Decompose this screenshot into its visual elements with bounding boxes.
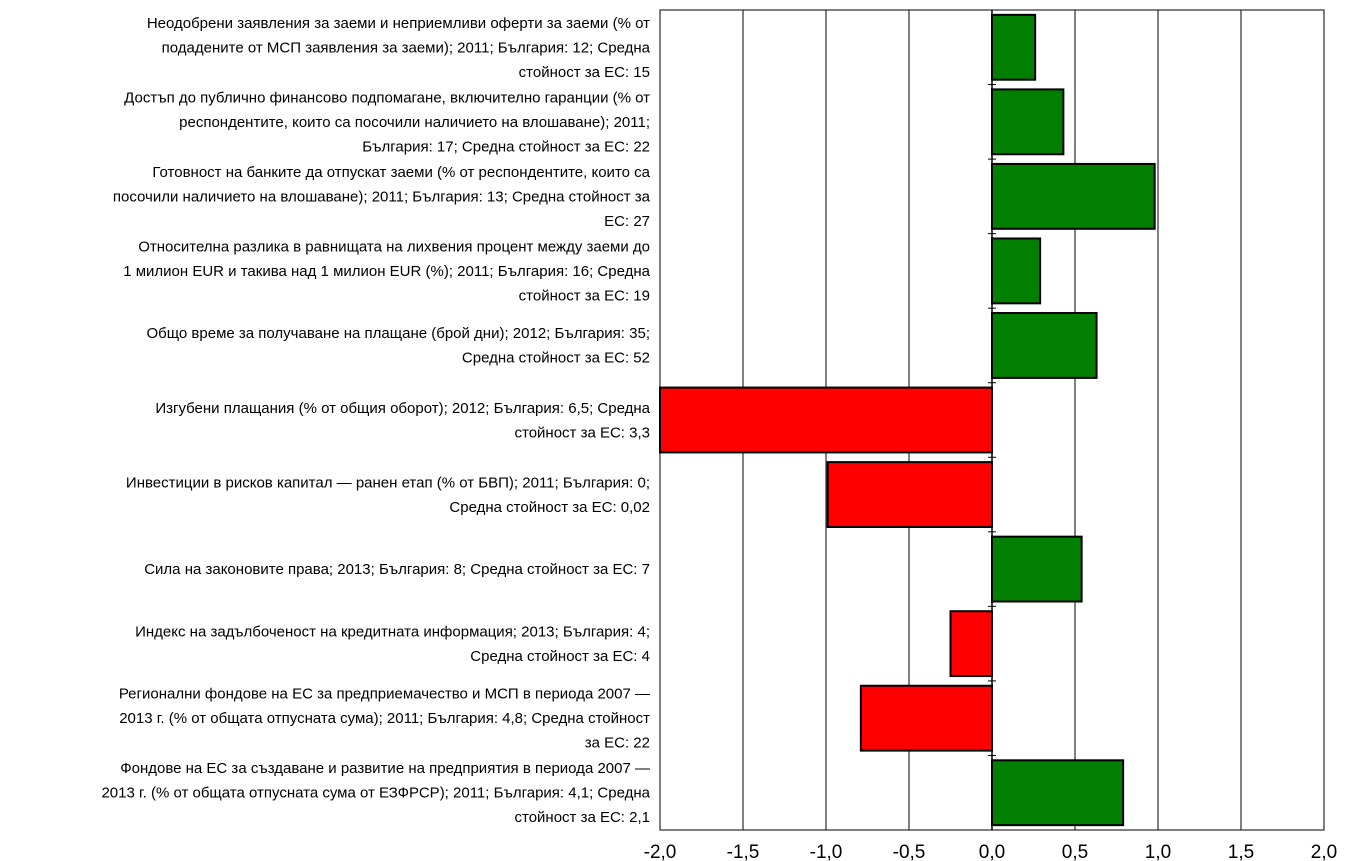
category-label: Фондове на ЕС за създаване и развитие на… <box>101 760 650 826</box>
bar <box>991 162 1156 230</box>
x-tick-label: 0,0 <box>979 842 1005 861</box>
bar <box>991 535 1083 603</box>
bar <box>949 610 993 678</box>
category-label: Неодобрени заявления за заеми и неприемл… <box>147 15 651 81</box>
x-tick-label: -0,5 <box>893 842 926 861</box>
category-label: Индекс на задълбоченост на кредитната ин… <box>135 623 650 665</box>
category-label: Инвестиции в рисков капитал — ранен етап… <box>126 474 650 515</box>
category-label: Регионални фондове на ЕС за предприемаче… <box>119 686 650 752</box>
x-tick-label: 0,5 <box>1062 842 1088 861</box>
bar <box>859 684 993 752</box>
category-label: Изгубени плащания (% от общия оборот); 2… <box>155 400 650 442</box>
x-tick-label: 2,0 <box>1311 842 1337 861</box>
category-label: Сила на законовите права; 2013; България… <box>144 561 650 578</box>
x-tick-labels: -2,0 -1,5 -1,0 -0,5 0,0 0,5 1,0 1,5 2,0 <box>644 842 1338 861</box>
category-labels: Неодобрени заявления за заеми и неприемл… <box>101 15 650 826</box>
category-label: Общо време за получаване на плащане (бро… <box>146 325 650 367</box>
category-label: Готовност на банките да отпускат заеми (… <box>113 164 651 230</box>
zero-axis <box>988 9 996 831</box>
bar <box>991 237 1042 305</box>
bar <box>991 312 1098 379</box>
bar <box>826 461 993 528</box>
x-tick-label: -2,0 <box>644 842 677 861</box>
bar <box>991 759 1125 827</box>
x-tick-label: 1,0 <box>1145 842 1171 861</box>
bars <box>659 13 1156 827</box>
x-tick-label: 1,5 <box>1228 842 1254 861</box>
bar <box>659 386 993 454</box>
x-tick-label: -1,0 <box>810 842 843 861</box>
category-label: Относителна разлика в равнищата на лихве… <box>123 238 650 304</box>
x-tick-label: -1,5 <box>727 842 760 861</box>
bar <box>991 88 1065 156</box>
bar <box>991 13 1037 81</box>
category-label: Достъп до публично финансово подпомагане… <box>124 89 650 155</box>
